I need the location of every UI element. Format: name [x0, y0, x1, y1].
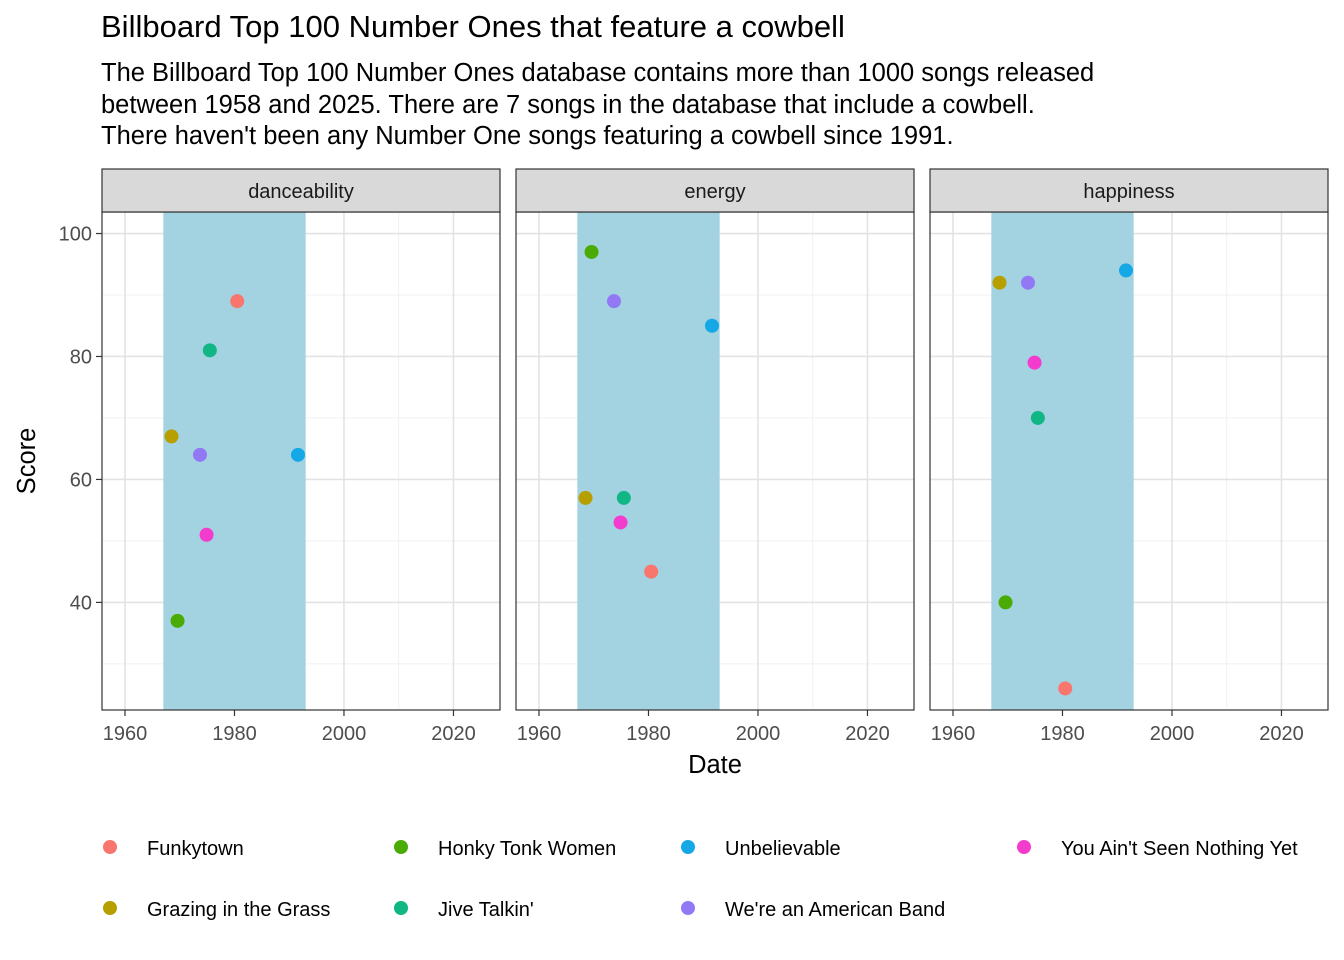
x-tick-label: 1960 — [103, 723, 148, 745]
data-point — [1030, 410, 1045, 425]
legend-item: Jive Talkin' — [394, 899, 534, 921]
legend-label: Grazing in the Grass — [147, 899, 330, 921]
x-tick-label: 2020 — [845, 723, 890, 745]
legend-item: You Ain't Seen Nothing Yet — [1017, 838, 1298, 860]
data-point — [616, 490, 631, 505]
legend-label: You Ain't Seen Nothing Yet — [1061, 838, 1298, 860]
x-tick-label: 2020 — [431, 723, 476, 745]
highlight-band — [991, 212, 1134, 710]
data-point — [998, 595, 1013, 610]
data-point — [1058, 681, 1073, 696]
facet-strip-label: energy — [684, 181, 745, 203]
legend-label: We're an American Band — [725, 899, 945, 921]
data-point — [584, 244, 599, 259]
facet-strip — [101, 168, 501, 213]
legend-key — [103, 901, 117, 915]
legend-item: Funkytown — [103, 838, 244, 860]
legend-item: Grazing in the Grass — [103, 899, 330, 921]
data-point — [199, 527, 214, 542]
x-tick-label: 1980 — [212, 723, 257, 745]
data-point — [1118, 263, 1133, 278]
data-point — [170, 613, 185, 628]
legend-item: Unbelievable — [681, 838, 841, 860]
x-axis-title: Date — [688, 751, 742, 779]
legend-key — [394, 901, 408, 915]
y-tick-label: 40 — [70, 592, 92, 614]
legend-key — [1017, 840, 1031, 854]
data-point — [613, 515, 628, 530]
data-point — [1020, 275, 1035, 290]
legend-label: Jive Talkin' — [438, 899, 534, 921]
legend: Funkytown Grazing in the Grass Honky Tonk … — [103, 838, 1298, 921]
data-point — [164, 429, 179, 444]
legend-label: Funkytown — [147, 838, 244, 860]
x-tick-label: 1960 — [517, 723, 562, 745]
legend-key — [681, 901, 695, 915]
data-point — [290, 447, 305, 462]
subtitle-line-2: between 1958 and 2025. There are 7 songs… — [101, 90, 1035, 119]
y-tick-label: 100 — [59, 224, 92, 246]
x-tick-label: 2000 — [1150, 723, 1195, 745]
facet-strip — [929, 168, 1329, 213]
data-point — [202, 343, 217, 358]
facet-strip — [515, 168, 915, 213]
legend-item: Honky Tonk Women — [394, 838, 616, 860]
legend-key — [103, 840, 117, 854]
x-tick-label: 2000 — [322, 723, 367, 745]
data-point — [230, 294, 245, 309]
data-point — [1027, 355, 1042, 370]
legend-key — [394, 840, 408, 854]
highlight-band — [163, 212, 306, 710]
chart-subtitle: The Billboard Top 100 Number Ones databa… — [101, 58, 1094, 153]
data-point — [992, 275, 1007, 290]
legend-label: Honky Tonk Women — [438, 838, 616, 860]
x-tick-label: 1980 — [626, 723, 671, 745]
y-tick-label: 80 — [70, 346, 92, 368]
x-tick-label: 1980 — [1040, 723, 1085, 745]
data-point — [606, 294, 621, 309]
facet-strip-label: danceability — [248, 181, 354, 203]
legend-item: We're an American Band — [681, 899, 945, 921]
x-tick-label: 2020 — [1259, 723, 1304, 745]
subtitle-line-3: There haven't been any Number One songs … — [101, 122, 954, 150]
y-axis-title: Score — [13, 428, 41, 495]
data-point — [644, 564, 659, 579]
facet-panel-danceability: danceability 1960 1980 2000 2020 40 60 80 100 — [59, 168, 501, 745]
facet-panel-happiness: happiness 1960 1980 2000 2020 — [929, 168, 1329, 745]
subtitle-line-1: The Billboard Top 100 Number Ones databa… — [101, 59, 1095, 87]
x-tick-label: 1960 — [931, 723, 976, 745]
data-point — [192, 447, 207, 462]
y-tick-label: 60 — [70, 469, 92, 491]
data-point — [578, 490, 593, 505]
legend-key — [681, 840, 695, 854]
data-point — [704, 318, 719, 333]
highlight-band — [577, 212, 720, 710]
x-tick-label: 2000 — [736, 723, 781, 745]
facet-panel-energy: energy 1960 1980 2000 2020 — [515, 168, 915, 745]
chart-title: Billboard Top 100 Number Ones that featu… — [101, 9, 845, 44]
legend-label: Unbelievable — [725, 838, 841, 860]
facet-strip-label: happiness — [1083, 181, 1174, 203]
